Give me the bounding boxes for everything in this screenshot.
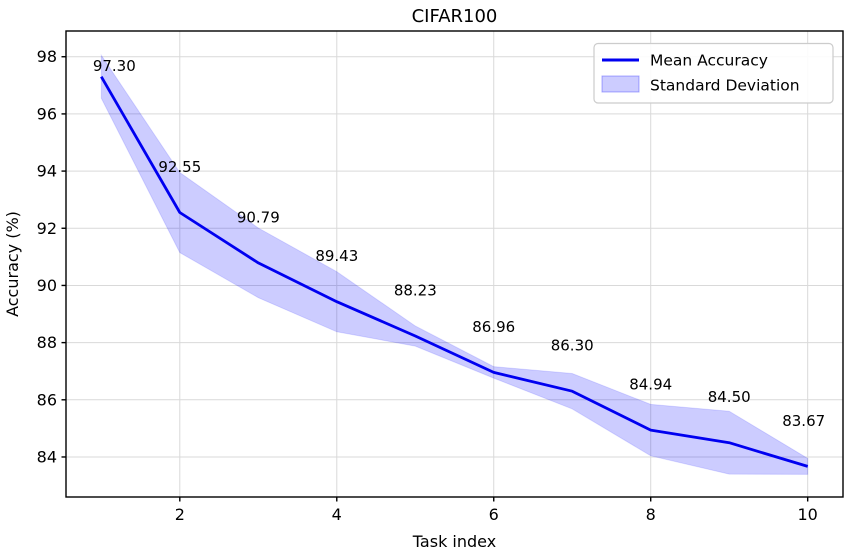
y-tick-label: 96	[37, 104, 57, 123]
x-tick-label: 6	[489, 505, 499, 524]
y-tick-label: 90	[37, 276, 57, 295]
x-tick-label: 2	[175, 505, 185, 524]
mean-accuracy-line	[100, 75, 809, 468]
legend: Mean Accuracy Standard Deviation	[593, 42, 834, 104]
data-point-label: 84.94	[629, 376, 672, 394]
data-point-label: 83.67	[782, 412, 825, 430]
data-point-label: 88.23	[394, 282, 437, 300]
data-point-label: 89.43	[315, 247, 358, 265]
x-tick-label: 8	[646, 505, 656, 524]
data-point-label: 86.30	[551, 337, 594, 355]
data-point-label: 86.96	[472, 318, 515, 336]
data-point-label: 97.30	[93, 57, 136, 75]
tick-marks	[61, 56, 809, 502]
std-band	[100, 53, 809, 475]
data-point-label: 92.55	[158, 158, 201, 176]
chart-title: CIFAR100	[412, 6, 498, 27]
y-tick-label: 94	[37, 162, 57, 181]
x-tick-label: 4	[332, 505, 342, 524]
legend-label-mean-accuracy: Mean Accuracy	[650, 52, 768, 70]
y-axis-label: Accuracy (%)	[3, 211, 22, 317]
y-tick-label: 98	[37, 47, 57, 66]
x-tick-label: 10	[798, 505, 818, 524]
axes-spines	[65, 30, 844, 498]
grid	[66, 31, 843, 497]
y-tick-label: 92	[37, 219, 57, 238]
x-axis-label: Task index	[412, 532, 496, 551]
y-tick-label: 88	[37, 333, 57, 352]
legend-label-standard-deviation: Standard Deviation	[650, 77, 800, 95]
y-tick-label: 84	[37, 447, 57, 466]
legend-frame	[593, 42, 834, 104]
y-tick-label: 86	[37, 390, 57, 409]
data-point-label: 84.50	[708, 388, 751, 406]
data-point-label: 90.79	[237, 208, 280, 226]
legend-patch-swatch	[601, 75, 640, 93]
